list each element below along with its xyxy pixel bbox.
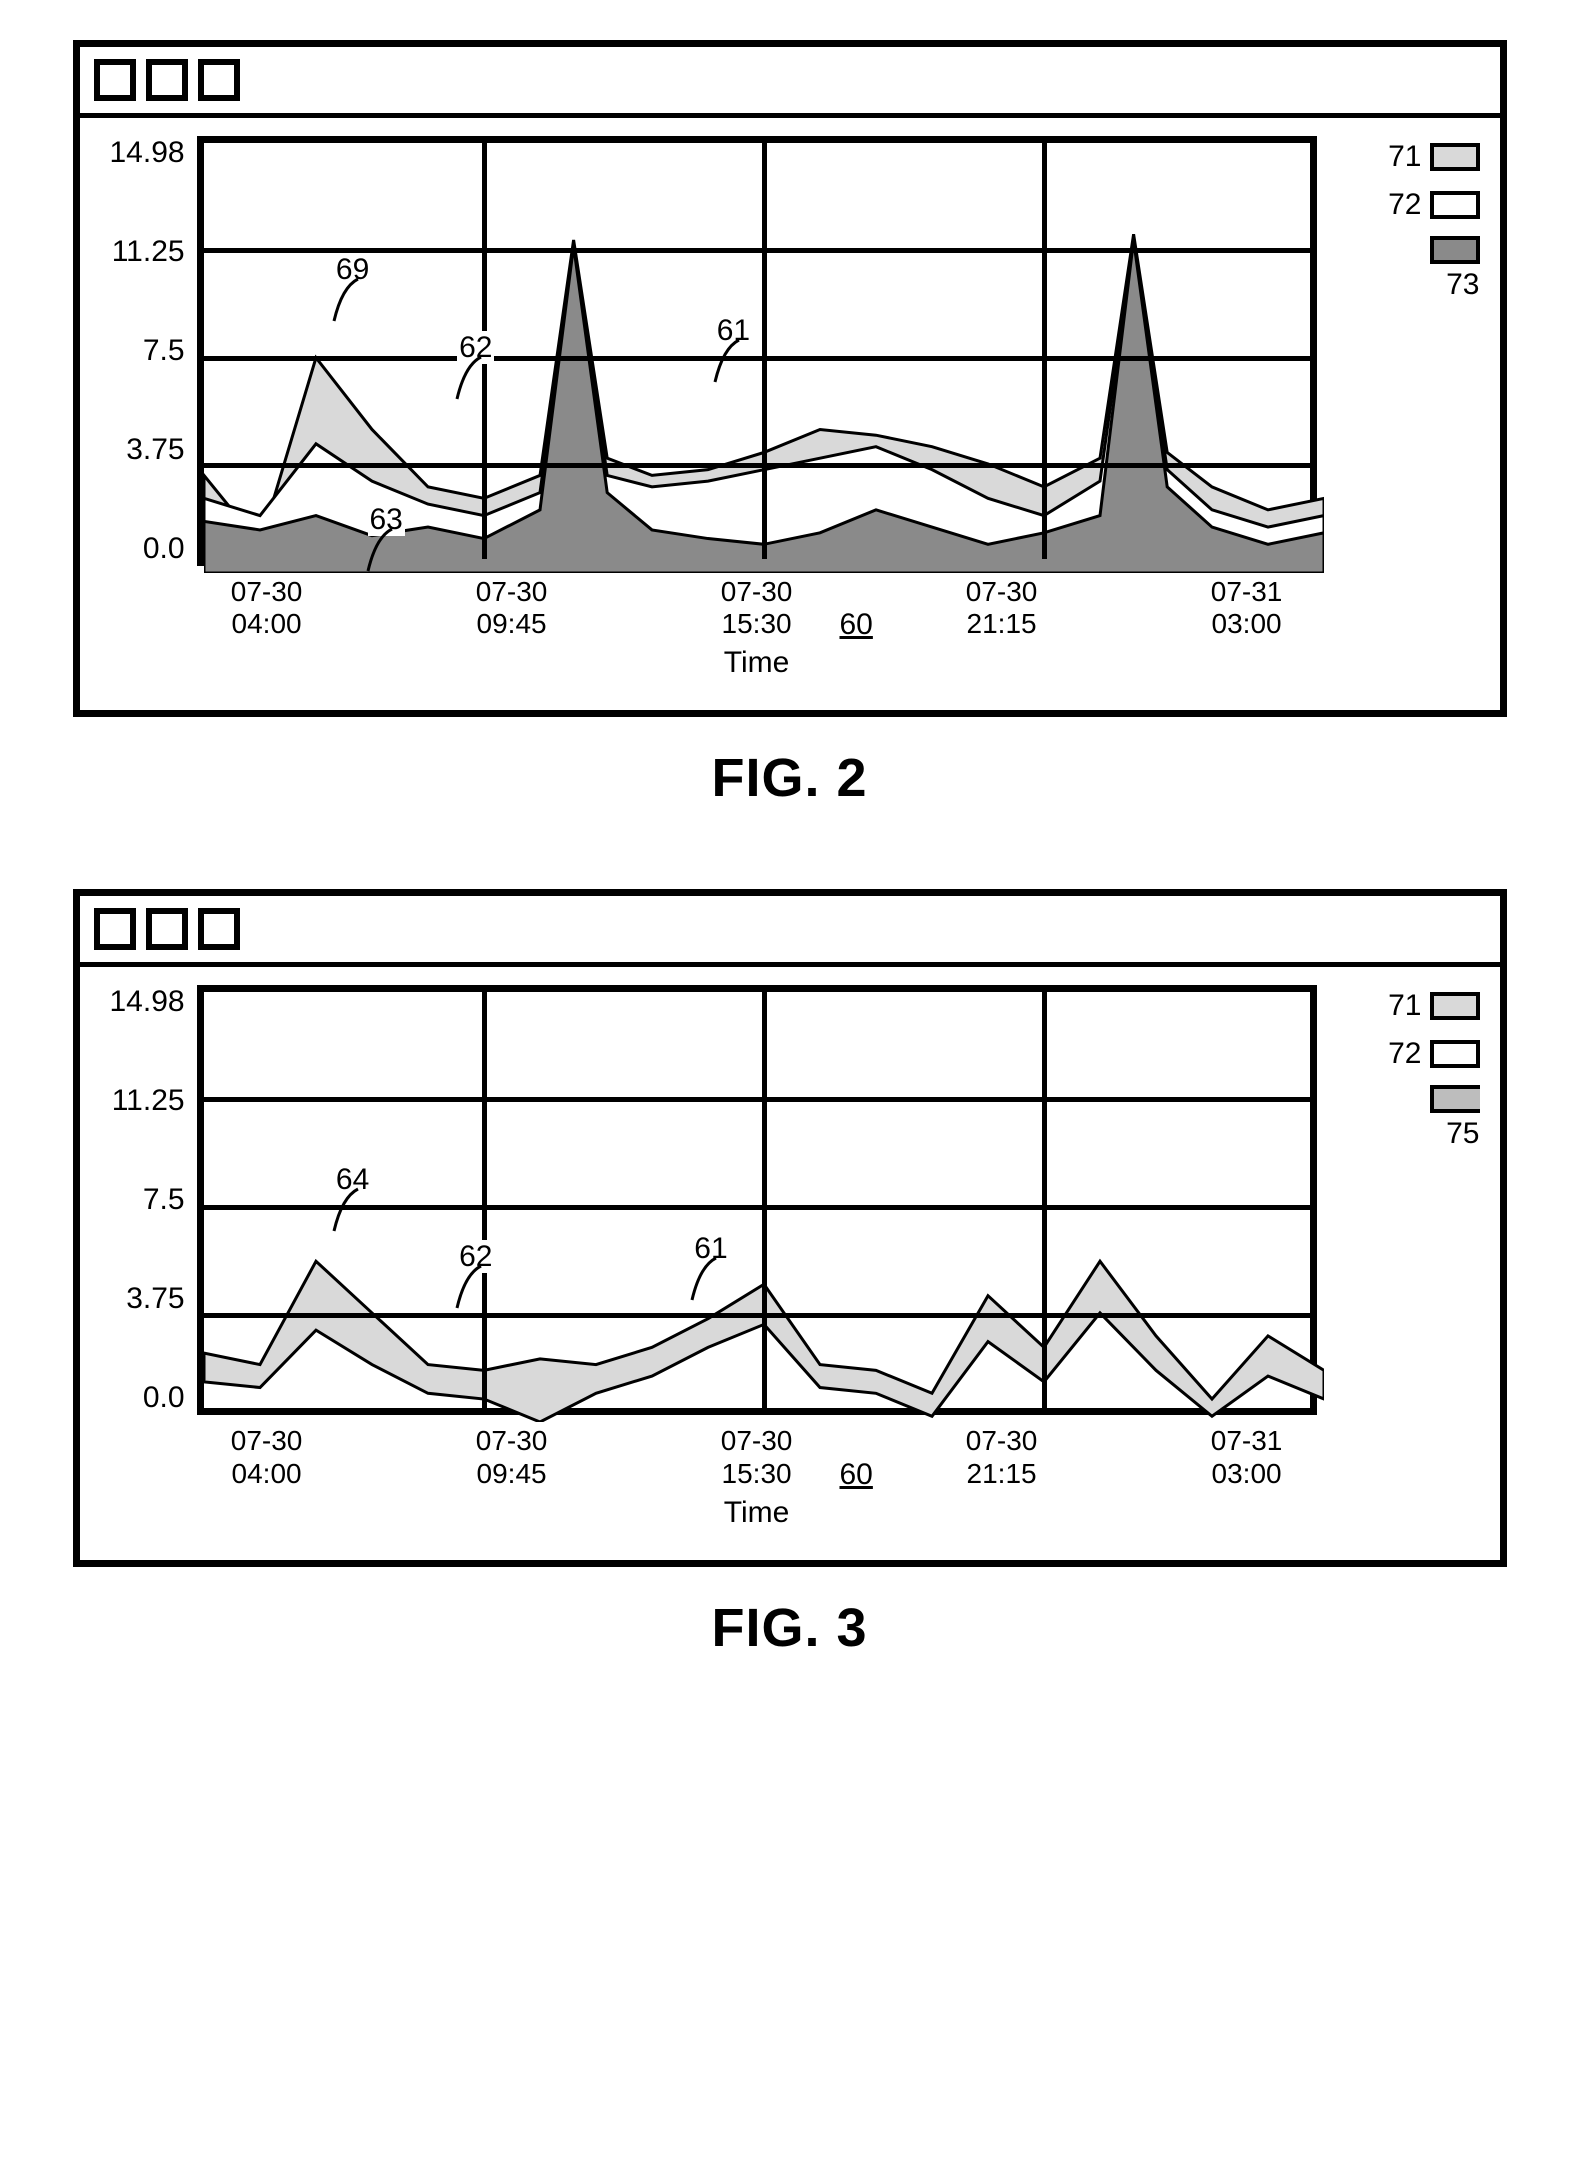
- y-axis-ticks: 14.98 11.25 7.5 3.75 0.0: [110, 136, 197, 566]
- x-tick-label: 07-3015:30: [687, 576, 827, 640]
- legend-swatch-72: [1430, 191, 1480, 219]
- y-tick-label: 14.98: [110, 136, 185, 170]
- legend-swatch-71: [1430, 143, 1480, 171]
- x-tick-label: 07-3021:15: [932, 1425, 1072, 1489]
- legend-ref-73: 73: [1446, 268, 1479, 302]
- legend-item-72: 72: [1388, 1037, 1479, 1071]
- x-tick-label: 07-3004:00: [197, 1425, 337, 1489]
- x-tick-label: 07-3009:45: [442, 1425, 582, 1489]
- x-tick-label: 07-3021:15: [932, 576, 1072, 640]
- chart-fig3: 71 72 75 14.98 11.25 7.5 3.75 0.0: [80, 967, 1500, 1559]
- plot-area-fig2: [197, 136, 1317, 566]
- window-fig2: 71 72 73 14.98 11.25 7.5 3.75 0.0: [73, 40, 1507, 717]
- callout-62: 62: [457, 1240, 494, 1274]
- legend-fig3: 71 72 75: [1388, 989, 1479, 1151]
- titlebar-button-1[interactable]: [94, 908, 136, 950]
- ref-60-fig2: 60: [840, 608, 873, 642]
- y-tick-label: 14.98: [110, 985, 185, 1019]
- callout-63: 63: [368, 503, 405, 537]
- x-axis-ticks: 07-3004:00 07-3009:45 07-3015:30 07-3021:15…: [197, 1425, 1317, 1489]
- x-axis-ticks: 07-3004:00 07-3009:45 07-3015:30 07-3021:15…: [197, 576, 1317, 640]
- legend-swatch-71: [1430, 992, 1480, 1020]
- x-tick-label: 07-3103:00: [1177, 576, 1317, 640]
- legend-swatch-75: [1430, 1085, 1480, 1113]
- callout-61: 61: [715, 314, 752, 348]
- legend-ref-75: 75: [1446, 1117, 1479, 1151]
- legend-ref-72: 72: [1388, 188, 1421, 222]
- y-tick-label: 7.5: [143, 334, 185, 368]
- x-tick-label: 07-3103:00: [1177, 1425, 1317, 1489]
- y-axis-ticks: 14.98 11.25 7.5 3.75 0.0: [110, 985, 197, 1415]
- titlebar: [80, 896, 1500, 967]
- caption-fig2: FIG. 2: [60, 747, 1519, 809]
- y-tick-label: 11.25: [112, 1084, 185, 1118]
- y-tick-label: 0.0: [143, 1381, 185, 1415]
- legend-item-71: 71: [1388, 989, 1479, 1023]
- legend-item-72: 72: [1388, 188, 1479, 222]
- titlebar-button-1[interactable]: [94, 59, 136, 101]
- titlebar-button-2[interactable]: [146, 908, 188, 950]
- caption-fig3: FIG. 3: [60, 1597, 1519, 1659]
- legend-item-71: 71: [1388, 140, 1479, 174]
- y-tick-label: 11.25: [112, 235, 185, 269]
- window-fig3: 71 72 75 14.98 11.25 7.5 3.75 0.0: [73, 889, 1507, 1566]
- legend-item-75: 75: [1388, 1085, 1479, 1151]
- y-tick-label: 3.75: [126, 433, 184, 467]
- legend-ref-71: 71: [1388, 989, 1421, 1023]
- titlebar: [80, 47, 1500, 118]
- ref-60-fig3: 60: [840, 1458, 873, 1492]
- y-tick-label: 7.5: [143, 1183, 185, 1217]
- x-tick-label: 07-3004:00: [197, 576, 337, 640]
- callout-69: 69: [334, 253, 371, 287]
- x-axis-label: Time: [197, 1496, 1317, 1530]
- legend-swatch-73: [1430, 236, 1480, 264]
- legend-ref-71: 71: [1388, 140, 1421, 174]
- callout-62: 62: [457, 331, 494, 365]
- titlebar-button-3[interactable]: [198, 59, 240, 101]
- callout-64: 64: [334, 1163, 371, 1197]
- x-tick-label: 07-3015:30: [687, 1425, 827, 1489]
- x-axis-label: Time: [197, 646, 1317, 680]
- legend-fig2: 71 72 73: [1388, 140, 1479, 302]
- callout-61: 61: [692, 1232, 729, 1266]
- titlebar-button-2[interactable]: [146, 59, 188, 101]
- legend-ref-72: 72: [1388, 1037, 1421, 1071]
- titlebar-button-3[interactable]: [198, 908, 240, 950]
- legend-item-73: 73: [1388, 236, 1479, 302]
- x-tick-label: 07-3009:45: [442, 576, 582, 640]
- chart-fig2: 71 72 73 14.98 11.25 7.5 3.75 0.0: [80, 118, 1500, 710]
- y-tick-label: 3.75: [126, 1282, 184, 1316]
- legend-swatch-72: [1430, 1040, 1480, 1068]
- y-tick-label: 0.0: [143, 532, 185, 566]
